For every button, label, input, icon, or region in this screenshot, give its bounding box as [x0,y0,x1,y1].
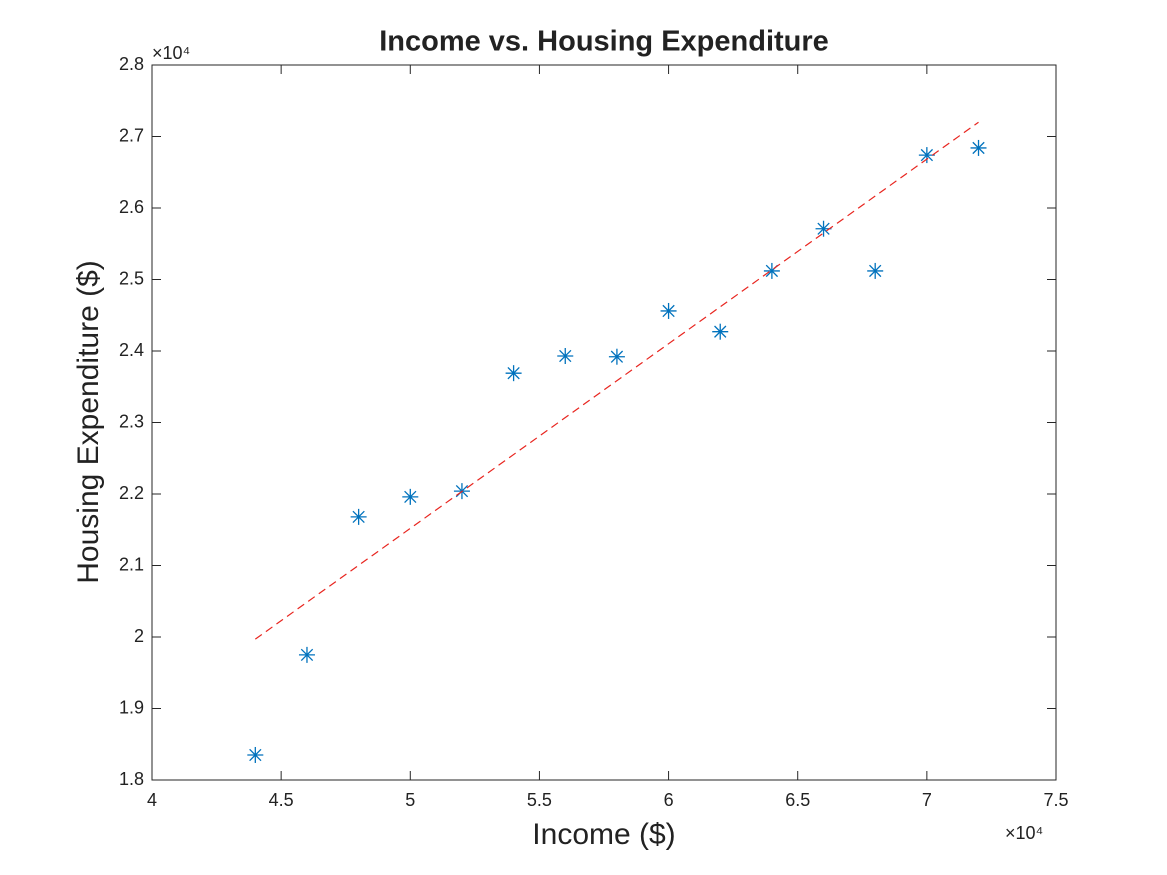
marker-stroke [404,490,417,504]
marker-stroke [920,148,934,162]
y-tick-label: 2.4 [119,340,144,360]
marker-stroke [300,648,314,662]
y-tick-label: 2.8 [119,54,144,74]
marker-stroke [610,350,624,363]
scatter-point [402,488,419,505]
fit-line [254,121,979,640]
x-tick-label: 6 [664,790,674,810]
marker-stroke [559,349,572,363]
y-tick-label: 2.3 [119,411,144,431]
scatter-point [350,508,367,525]
y-tick-label: 2.5 [119,268,144,288]
y-tick-label: 1.8 [119,769,144,789]
scatter-point [608,348,625,365]
x-tick-label: 6.5 [785,790,810,810]
x-tick-label: 4.5 [269,790,294,810]
marker-stroke [972,141,985,155]
scatter-point [505,365,522,382]
x-tick-label: 7 [922,790,932,810]
x-tick-label: 5.5 [527,790,552,810]
y-tick-label: 1.9 [119,697,144,717]
x-multiplier: ×10⁴ [1005,823,1043,843]
y-multiplier: ×10⁴ [152,43,190,63]
marker-stroke [249,748,262,762]
y-tick-label: 2.2 [119,483,144,503]
y-tick-label: 2.7 [119,125,144,145]
y-tick-label: 2.6 [119,197,144,217]
scatter-point [712,323,729,340]
marker-stroke [662,304,675,318]
marker-stroke [507,367,520,380]
scatter-point [660,302,677,319]
scatter-point [867,262,884,279]
x-tick-label: 7.5 [1043,790,1068,810]
chart-title: Income vs. Housing Expenditure [379,26,829,58]
marker-stroke [352,510,365,524]
x-axis-label: Income ($) [532,818,675,851]
marker-stroke [714,325,727,338]
plot-area [151,64,1057,781]
marker-stroke [817,222,830,235]
y-tick-label: 2 [134,626,144,646]
x-tick-label: 5 [405,790,415,810]
marker-stroke [869,264,882,278]
scatter-point [557,348,574,365]
y-axis-label: Housing Expenditure ($) [72,260,105,584]
y-tick-label: 2.1 [119,554,144,574]
scatter-point [970,139,987,156]
scatter-point [298,646,315,663]
x-tick-label: 4 [147,790,157,810]
scatter-point [918,147,935,164]
scatter-point [247,746,264,763]
